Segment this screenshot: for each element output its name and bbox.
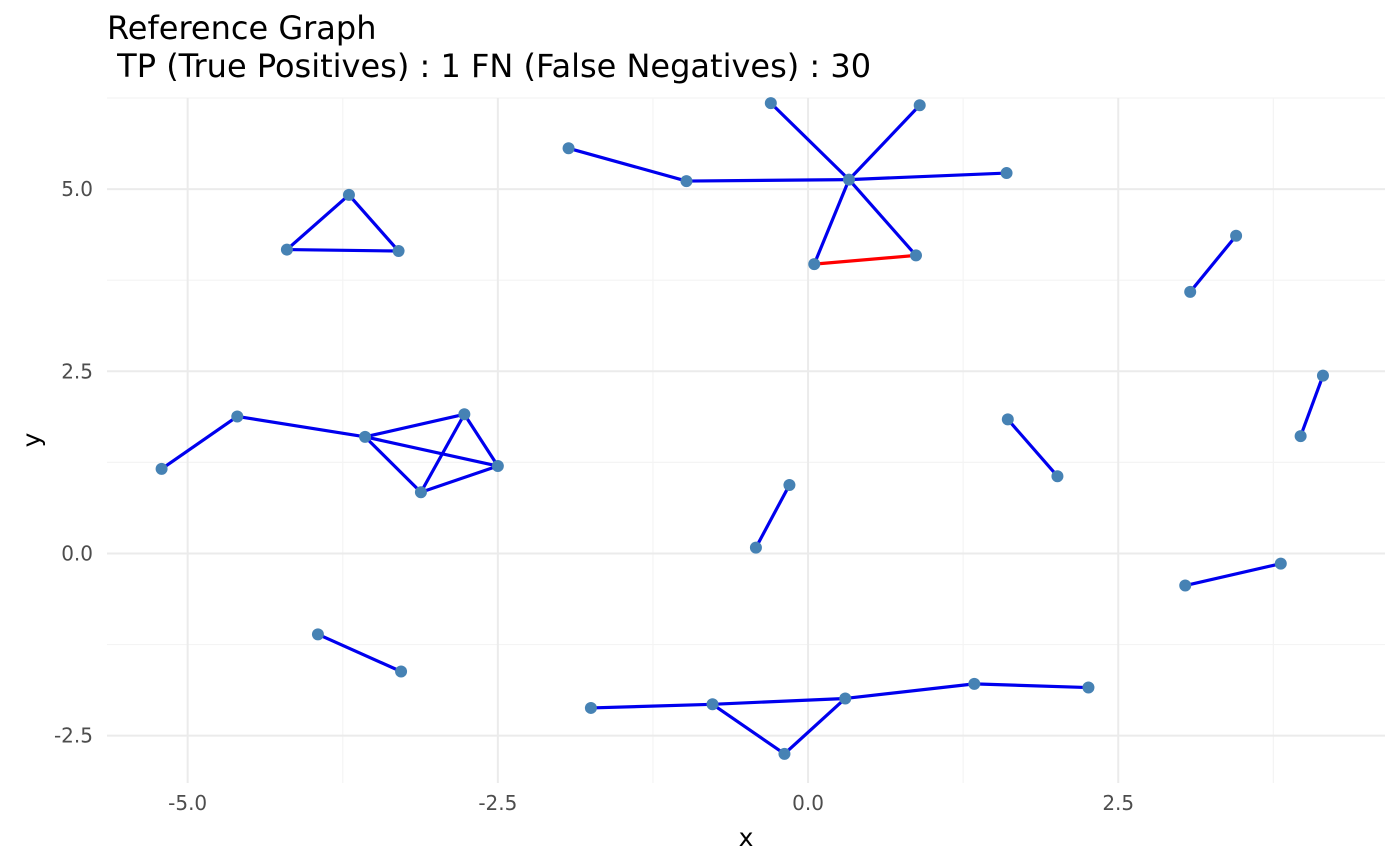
x-axis-title: x [739, 823, 754, 852]
node-point [706, 698, 719, 711]
x-axis-ticks: -5.0 -2.5 0.0 2.5 [168, 791, 1134, 815]
edge-false-negative [317, 632, 402, 673]
edge-false-negative [848, 171, 1007, 182]
edge-false-negative [974, 682, 1089, 690]
node-point [342, 188, 355, 201]
node-point [395, 665, 408, 678]
node-point [458, 408, 471, 421]
node-point [311, 628, 324, 641]
node-point [1230, 229, 1243, 242]
node-point [392, 245, 405, 258]
node-point [968, 677, 981, 690]
node-point [1274, 557, 1287, 570]
edge-false-negative [847, 178, 918, 257]
edge-false-negative [364, 412, 465, 439]
edge-false-negative [845, 682, 975, 701]
x-tick-label: 2.5 [1102, 791, 1134, 815]
node-point [909, 249, 922, 262]
edge-false-negative [783, 697, 847, 756]
node-point [359, 430, 372, 443]
node-point [1316, 369, 1329, 382]
edge-false-negative [285, 193, 351, 251]
node-point [1184, 285, 1197, 298]
node-point [783, 478, 796, 491]
x-tick-label: -5.0 [168, 791, 207, 815]
node-point [842, 173, 855, 186]
edge-false-negative [237, 414, 366, 439]
edge-false-negative [1006, 418, 1059, 478]
node-point [1179, 579, 1192, 592]
edge-false-negative [463, 413, 500, 467]
edge-false-negative [160, 415, 239, 471]
node-point [584, 701, 597, 714]
edge-false-negative [769, 101, 851, 181]
node-point [280, 243, 293, 256]
edge-false-negative [363, 435, 423, 494]
node-point [1294, 430, 1307, 443]
y-tick-label: 5.0 [61, 177, 93, 201]
node-point [491, 460, 504, 473]
node-point [1000, 167, 1013, 180]
edge-false-negative [1188, 234, 1238, 293]
edge-false-negative [812, 179, 851, 265]
chart-title: Reference Graph [107, 9, 377, 47]
grid-major [107, 98, 1385, 783]
edge-layer [160, 101, 1325, 756]
node-point [1051, 470, 1064, 483]
node-point [680, 175, 693, 188]
edge-false-negative [1299, 375, 1325, 437]
y-tick-label: -2.5 [54, 724, 93, 748]
node-point [913, 99, 926, 112]
edge-false-negative [590, 702, 713, 710]
node-point [808, 258, 821, 271]
edge-false-negative [568, 146, 687, 183]
edge-true-positive [814, 253, 917, 266]
node-point [749, 541, 762, 554]
edge-false-negative [347, 193, 400, 253]
node-point [778, 747, 791, 760]
y-tick-label: 0.0 [61, 541, 93, 565]
edge-false-negative [420, 464, 499, 494]
edge-false-negative [711, 702, 786, 756]
node-layer [155, 97, 1329, 760]
edge-false-negative [286, 247, 399, 253]
node-point [1082, 681, 1095, 694]
edge-false-negative [686, 178, 849, 183]
edge-false-negative [1184, 562, 1282, 588]
edge-false-negative [712, 696, 846, 706]
node-point [1001, 413, 1014, 426]
edge-false-negative [419, 413, 466, 494]
node-point [231, 410, 244, 423]
x-tick-label: -2.5 [478, 791, 517, 815]
node-point [839, 692, 852, 705]
node-point [562, 142, 575, 155]
y-axis-title: y [17, 432, 46, 447]
node-point [414, 486, 427, 499]
grid-minor [107, 97, 1385, 783]
y-tick-label: 2.5 [61, 359, 93, 383]
y-axis-ticks: -2.5 0.0 2.5 5.0 [54, 177, 93, 748]
node-point [764, 97, 777, 110]
edge-false-negative [754, 484, 791, 549]
x-tick-label: 0.0 [792, 791, 824, 815]
edge-false-negative [847, 104, 921, 181]
edge-false-negative [364, 435, 499, 468]
node-point [155, 462, 168, 475]
chart-subtitle: TP (True Positives) : 1 FN (False Negati… [107, 47, 872, 85]
